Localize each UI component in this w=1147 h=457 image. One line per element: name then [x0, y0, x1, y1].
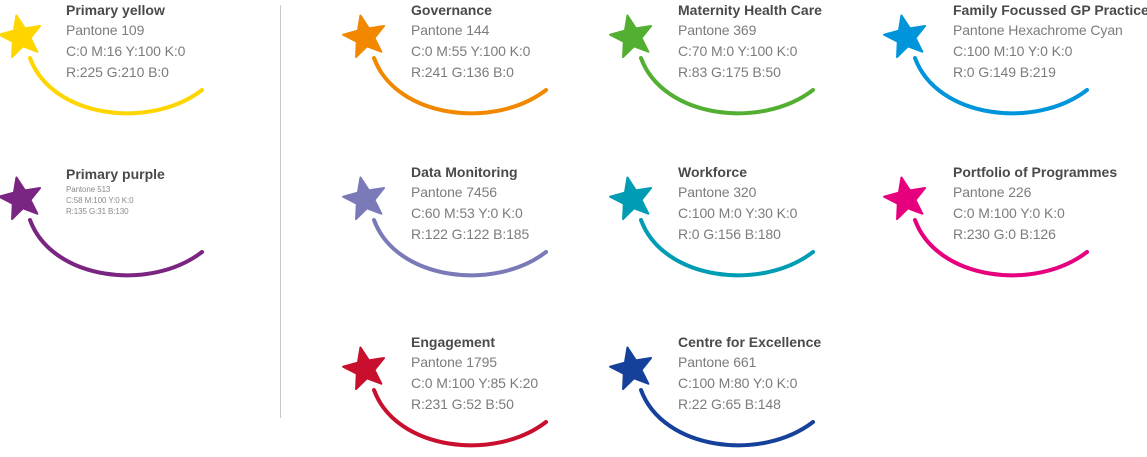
swatch-cmyk: C:60 M:53 Y:0 K:0	[411, 205, 523, 221]
star-swoosh-graphic	[342, 176, 548, 278]
star-swoosh-graphic	[342, 14, 548, 116]
star-icon	[342, 346, 386, 391]
swoosh-arc	[28, 218, 204, 278]
swatch-rgb: R:230 G:0 B:126	[953, 226, 1056, 242]
swatch-rgb: R:231 G:52 B:50	[411, 396, 514, 412]
star-swoosh-graphic	[0, 176, 204, 278]
swatch-rgb: R:22 G:65 B:148	[678, 396, 781, 412]
swatch-pantone: Pantone 109	[66, 22, 145, 38]
swatch-name: Portfolio of Programmes	[953, 164, 1118, 180]
swoosh-arc	[913, 218, 1089, 278]
star-swoosh-graphic	[0, 14, 204, 116]
swoosh-arc	[28, 56, 204, 116]
swatch-name: Data Monitoring	[411, 164, 518, 180]
swatch-rgb: R:225 G:210 B:0	[66, 64, 169, 80]
swatch-name: Centre for Excellence	[678, 334, 822, 350]
swatch-rgb: R:122 G:122 B:185	[411, 226, 530, 242]
swoosh-arc	[372, 388, 548, 448]
column-divider	[280, 5, 281, 418]
swatch-rgb: R:0 G:149 B:219	[953, 64, 1056, 80]
swatch-cmyk: C:70 M:0 Y:100 K:0	[678, 43, 798, 59]
swatch-cmyk: C:0 M:55 Y:100 K:0	[411, 43, 531, 59]
swoosh-arc	[639, 218, 815, 278]
swatch-rgb: R:241 G:136 B:0	[411, 64, 514, 80]
swatch-pantone: Pantone 661	[678, 354, 757, 370]
star-swoosh-graphic	[883, 14, 1089, 116]
swoosh-arc	[639, 388, 815, 448]
star-icon	[883, 14, 927, 59]
swatch-rgb: R:83 G:175 B:50	[678, 64, 781, 80]
star-swoosh-graphic	[883, 176, 1089, 278]
star-icon	[342, 14, 386, 59]
star-icon	[0, 176, 42, 221]
swatch-name: Governance	[411, 2, 492, 18]
swatch-pantone: Pantone Hexachrome Cyan	[953, 22, 1123, 38]
swatch-pantone: Pantone 226	[953, 184, 1032, 200]
swatch-name: Family Focussed GP Practice	[953, 2, 1147, 18]
star-icon	[609, 14, 653, 59]
swatch-cmyk: C:100 M:80 Y:0 K:0	[678, 375, 798, 391]
swatch-name: Workforce	[678, 164, 747, 180]
swatch-pantone: Pantone 144	[411, 22, 490, 38]
swatch-rgb: R:135 G:31 B:130	[66, 207, 129, 216]
swatch-cmyk: C:100 M:0 Y:30 K:0	[678, 205, 798, 221]
swoosh-arc	[372, 56, 548, 116]
star-swoosh-graphic	[609, 176, 815, 278]
swatch-pantone: Pantone 320	[678, 184, 757, 200]
swoosh-arc	[372, 218, 548, 278]
swatch-cmyk: C:0 M:100 Y:85 K:20	[411, 375, 539, 391]
star-swoosh-graphic	[609, 346, 815, 448]
swatch-pantone: Pantone 513	[66, 185, 111, 194]
swatch-cmyk: C:100 M:10 Y:0 K:0	[953, 43, 1073, 59]
swoosh-arc	[913, 56, 1089, 116]
swatch-cmyk: C:0 M:100 Y:0 K:0	[953, 205, 1065, 221]
swatch-cmyk: C:58 M:100 Y:0 K:0	[66, 196, 134, 205]
star-icon	[0, 14, 42, 59]
swatch-name: Engagement	[411, 334, 496, 350]
swatch-name: Primary purple	[66, 166, 165, 182]
star-icon	[883, 176, 927, 221]
swatch-pantone: Pantone 369	[678, 22, 757, 38]
star-swoosh-graphic	[342, 346, 548, 448]
swatch-name: Primary yellow	[66, 2, 165, 18]
star-icon	[609, 346, 653, 391]
swatch-rgb: R:0 G:156 B:180	[678, 226, 781, 242]
star-swoosh-graphic	[609, 14, 815, 116]
swoosh-arc	[639, 56, 815, 116]
star-icon	[342, 176, 386, 221]
swatch-pantone: Pantone 7456	[411, 184, 497, 200]
swatch-name: Maternity Health Care	[678, 2, 822, 18]
star-icon	[609, 176, 653, 221]
swatch-cmyk: C:0 M:16 Y:100 K:0	[66, 43, 186, 59]
swatch-pantone: Pantone 1795	[411, 354, 497, 370]
